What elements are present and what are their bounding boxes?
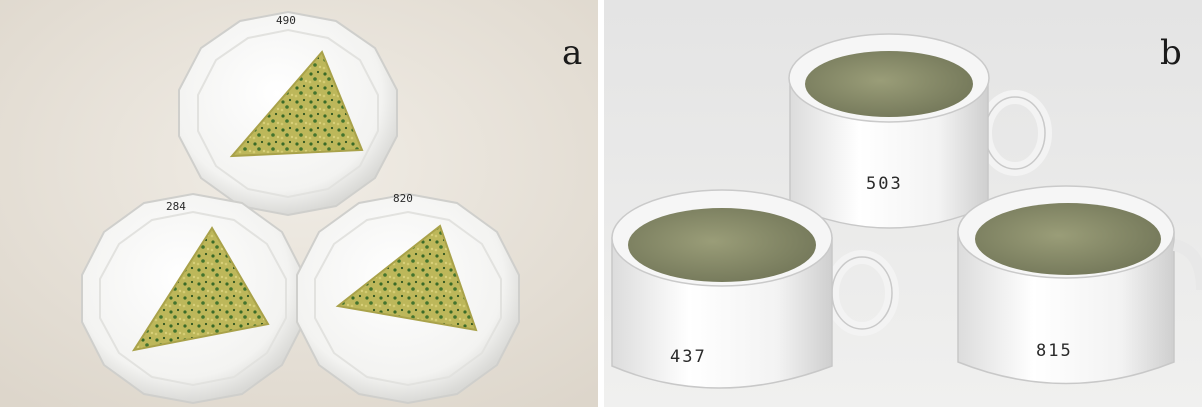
plate-820: [296, 192, 520, 405]
omelette-slice: [335, 224, 478, 332]
plate-code-490: 490: [276, 14, 296, 27]
cup-code-503: 503: [866, 174, 903, 194]
cup-code-815: 815: [1036, 341, 1073, 361]
panel-label-b: b: [1160, 33, 1182, 73]
soup-surface: [975, 203, 1161, 275]
cup-437: [611, 189, 899, 389]
soup-surface: [628, 208, 816, 282]
plate-490: [178, 10, 398, 217]
cups-photo: [604, 0, 1202, 407]
plate-284: [81, 192, 305, 405]
cup-815: [957, 185, 1202, 385]
panel-label-a: a: [562, 33, 583, 73]
panel-a: 490 284 820 a: [0, 0, 598, 407]
omelette-slice: [229, 50, 364, 158]
omelette-slice: [131, 226, 270, 352]
plate-code-284: 284: [166, 200, 186, 213]
soup-surface: [805, 51, 973, 117]
plate-code-820: 820: [393, 192, 413, 205]
cup-code-437: 437: [670, 347, 707, 367]
cup-503: [788, 33, 1052, 229]
plates-photo: [0, 0, 598, 407]
panel-b: 503 437 815 b: [604, 0, 1202, 407]
